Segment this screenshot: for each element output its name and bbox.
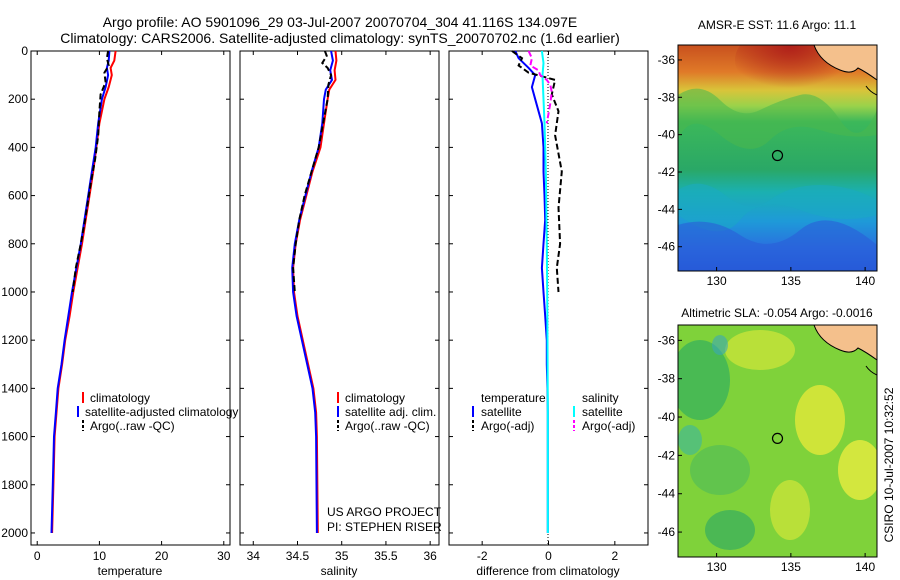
- argo-location-marker: [771, 432, 784, 444]
- salinity-panel: 34 34.5 35 35.5 36 salinity climatology sate…: [239, 50, 442, 578]
- x-tick-label: 30: [217, 549, 231, 563]
- legend-label-argo: Argo(..raw -QC): [90, 419, 175, 433]
- x-tick-label: 10: [93, 549, 107, 563]
- y-tick-label: 800: [8, 237, 28, 251]
- legend-label-temp-satellite: satellite: [481, 405, 522, 419]
- sla-map-title: Altimetric SLA: -0.054 Argo: -0.0016: [681, 306, 873, 320]
- y-tick-label: 2000: [1, 526, 28, 540]
- salinity-legend: climatology satellite adj. clim. Argo(..…: [337, 391, 436, 433]
- legend-label-sal-argo: Argo(-adj): [582, 419, 635, 433]
- land-mass: [813, 45, 877, 81]
- x-tick-label: 0: [34, 549, 41, 563]
- y-tick-label: -36: [658, 53, 676, 67]
- y-tick-label: -36: [658, 333, 676, 347]
- x-tick-label: 140: [855, 560, 875, 574]
- temperature-legend: climatology satellite-adjusted climatolo…: [77, 391, 238, 433]
- argo-location-marker: [771, 149, 784, 162]
- x-tick-label: -2: [477, 549, 488, 563]
- temperature-xlabel: temperature: [98, 564, 163, 578]
- y-tick-label: -44: [658, 202, 676, 216]
- x-tick-label: 135: [781, 560, 801, 574]
- x-tick-label: 135: [781, 274, 801, 288]
- y-tick-label: 1400: [1, 381, 28, 395]
- salinity-xlabel: salinity: [321, 564, 358, 578]
- salinity-axes-box: [239, 50, 440, 546]
- series-line: [291, 50, 334, 534]
- legend-header-temperature: temperature: [481, 391, 546, 405]
- legend-label-satellite: satellite adj. clim.: [345, 405, 436, 419]
- y-tick-label: 1600: [1, 430, 28, 444]
- legend-label-sal-satellite: satellite: [582, 405, 623, 419]
- x-tick-label: 36: [423, 549, 437, 563]
- series-line: [511, 50, 563, 293]
- y-tick-label: -38: [658, 90, 676, 104]
- x-tick-label: 35: [335, 549, 349, 563]
- pi-annotation: PI: STEPHEN RISER: [327, 520, 442, 534]
- y-tick-label: -44: [658, 487, 676, 501]
- y-tick-label: 600: [8, 189, 28, 203]
- y-tick-label: 400: [8, 140, 28, 154]
- figure-title-line2: Climatology: CARS2006. Satellite-adjuste…: [60, 30, 620, 46]
- side-label: CSIRO 10-Jul-2007 10:32:52: [882, 387, 896, 542]
- figure-title-line1: Argo profile: AO 5901096_29 03-Jul-2007 …: [103, 14, 578, 30]
- y-tick-label: -42: [658, 165, 676, 179]
- y-tick-label: -46: [658, 240, 676, 254]
- legend-header-salinity: salinity: [582, 391, 619, 405]
- land-mass: [813, 325, 877, 361]
- legend-label-temp-argo: Argo(-adj): [481, 419, 534, 433]
- sst-map-panel: AMSR-E SST: 11.6 Argo: 11.1 130 135 140 -36…: [658, 18, 878, 288]
- project-annotation: US ARGO PROJECT: [327, 505, 442, 519]
- y-tick-label: 0: [21, 44, 28, 58]
- sst-map-title: AMSR-E SST: 11.6 Argo: 11.1: [698, 18, 857, 32]
- difference-xlabel: difference from climatology: [476, 564, 619, 578]
- sla-map-panel: Altimetric SLA: -0.054 Argo: -0.0016 130…: [658, 306, 878, 574]
- x-tick-label: 35.5: [374, 549, 398, 563]
- legend-label-climatology: climatology: [90, 391, 150, 405]
- temperature-axes-box: [30, 50, 231, 546]
- temperature-panel: 0 10 20 30 0 200 400 600 800 1000 1200 1400 1600 1800…: [1, 44, 238, 578]
- x-tick-label: 34.5: [286, 549, 310, 563]
- legend-label-climatology: climatology: [345, 391, 405, 405]
- legend-label-argo: Argo(..raw -QC): [345, 419, 430, 433]
- y-tick-label: -40: [658, 410, 676, 424]
- x-tick-label: 140: [855, 274, 875, 288]
- sst-field: [678, 45, 877, 271]
- x-tick-label: 2: [611, 549, 618, 563]
- y-tick-label: -42: [658, 448, 676, 462]
- series-line: [292, 50, 333, 293]
- y-tick-label: -40: [658, 128, 676, 142]
- x-tick-label: 130: [707, 560, 727, 574]
- y-tick-label: -38: [658, 372, 676, 386]
- y-tick-label: -46: [658, 525, 676, 539]
- series-line: [527, 50, 553, 124]
- y-tick-label: 200: [8, 92, 28, 106]
- y-tick-label: 1000: [1, 285, 28, 299]
- legend-label-satellite: satellite-adjusted climatology: [85, 405, 238, 419]
- y-tick-label: 1200: [1, 333, 28, 347]
- x-tick-label: 130: [707, 274, 727, 288]
- x-tick-label: 34: [247, 549, 261, 563]
- difference-legend: temperature salinity satellite Argo(-adj…: [472, 391, 635, 433]
- x-tick-label: 0: [545, 549, 552, 563]
- series-line: [540, 50, 549, 533]
- sla-field: [678, 325, 877, 557]
- x-tick-label: 20: [155, 549, 169, 563]
- difference-panel: -2 0 2 difference from climatology tempera…: [448, 50, 649, 578]
- y-tick-label: 1800: [1, 478, 28, 492]
- series-line: [71, 50, 110, 293]
